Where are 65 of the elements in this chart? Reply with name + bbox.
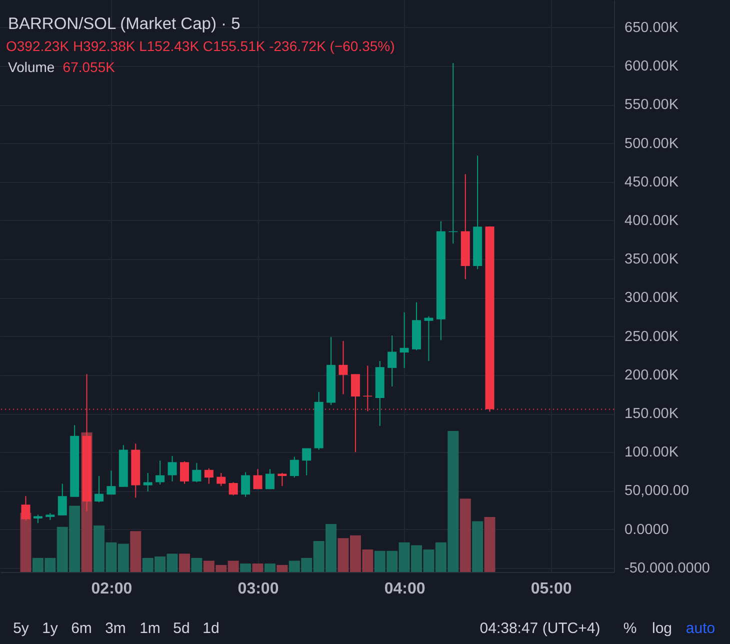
- candlestick: [180, 460, 189, 484]
- annotation: O392.23K H392.38K L152.43K C155.51K -236.72K (−60.35%): [6, 38, 395, 54]
- candlestick: [400, 312, 409, 368]
- candlestick: [192, 462, 202, 483]
- text: BARRON/SOL (Market Cap) · 5: [8, 15, 240, 33]
- text: 6m: [71, 620, 92, 637]
- bar: [472, 521, 484, 572]
- y-tick-label: 200.00K: [624, 367, 679, 384]
- text: 04:38:47 (UTC+4): [480, 620, 600, 637]
- y-tick-label: 150.00K: [624, 406, 679, 422]
- text: 1y: [42, 620, 58, 637]
- text: 1m: [140, 620, 160, 637]
- candlestick: [216, 472, 226, 487]
- y-tick-label: 100.00K: [624, 444, 679, 461]
- candlestick: [204, 468, 214, 484]
- candlestick: [106, 470, 116, 496]
- candlestick: [241, 472, 250, 498]
- candlestick: [338, 340, 348, 395]
- candlestick: [253, 468, 262, 490]
- candlestick: [94, 476, 104, 503]
- bar: [276, 564, 288, 572]
- candlestick: [302, 448, 312, 476]
- candlestick: [388, 335, 397, 387]
- y-tick-label: 650.00K: [624, 20, 679, 36]
- text: %: [623, 620, 637, 637]
- text: 3m: [105, 620, 126, 637]
- y-tick-label: 300.00K: [624, 290, 679, 306]
- y-tick-label: 350.00K: [624, 252, 679, 268]
- bar: [191, 558, 202, 572]
- bar: [178, 554, 190, 572]
- candlestick: [278, 472, 287, 487]
- x-tick-label: 05:00: [530, 580, 572, 598]
- text: 5d: [173, 620, 190, 637]
- candlestick: [58, 483, 67, 516]
- bar: [252, 564, 264, 572]
- x-tick-label: 04:00: [384, 580, 426, 598]
- x-tick-label: 02:00: [91, 580, 132, 598]
- y-tick-label: -50.000.0000: [624, 560, 710, 576]
- text: auto: [686, 620, 716, 637]
- y-tick-label: 450.00K: [624, 174, 679, 190]
- text: log: [652, 620, 672, 637]
- text: 5y: [13, 620, 30, 637]
- bar: [484, 517, 496, 572]
- candlestick: [143, 472, 152, 492]
- annotation: 67.055K: [62, 59, 116, 75]
- bar: [264, 564, 276, 572]
- candlestick: [228, 482, 238, 496]
- y-tick-label: 50,000.00: [624, 483, 690, 500]
- candlestick: [265, 468, 274, 490]
- y-tick-label: 600.00K: [624, 58, 679, 75]
- candlestick: [290, 456, 299, 478]
- candlestick: [168, 455, 177, 482]
- candlestick: [156, 460, 165, 486]
- x-tick-label: 03:00: [238, 580, 279, 598]
- y-tick-label: 250.00K: [624, 328, 679, 345]
- bar: [240, 564, 252, 572]
- candlestick: [424, 316, 434, 362]
- y-tick-label: 0.0000: [624, 522, 669, 538]
- y-tick-label: 550.00K: [624, 97, 679, 114]
- bar: [460, 498, 471, 572]
- y-tick-label: 500.00K: [624, 136, 679, 152]
- y-tick-label: 400.00K: [624, 212, 679, 229]
- bar: [130, 531, 142, 572]
- text: 1d: [202, 620, 220, 637]
- text: Volume: [8, 59, 55, 75]
